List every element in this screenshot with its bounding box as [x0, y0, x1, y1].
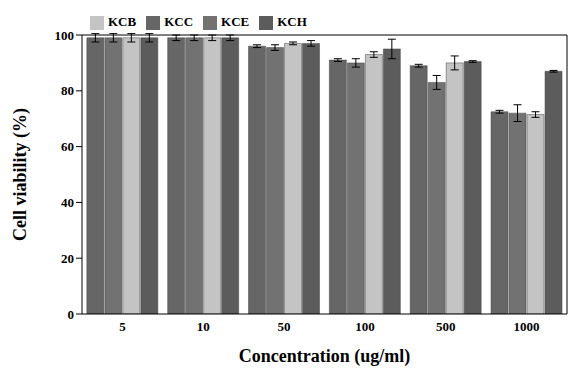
- html-text:KCH: KCH: [277, 14, 307, 29]
- svg-text:40: 40: [61, 195, 74, 210]
- svg-text:Cell viability (%): Cell viability (%): [10, 108, 31, 241]
- svg-text:0: 0: [68, 307, 75, 322]
- svg-text:1000: 1000: [514, 319, 540, 334]
- html-text:KCC: KCC: [164, 14, 194, 29]
- svg-text:10: 10: [197, 319, 210, 334]
- html-text:KCE: KCE: [221, 14, 250, 29]
- svg-text:100: 100: [355, 319, 375, 334]
- svg-text:20: 20: [61, 251, 74, 266]
- svg-text:100: 100: [55, 28, 75, 43]
- svg-text:5: 5: [119, 319, 126, 334]
- svg-text:50: 50: [278, 319, 291, 334]
- html-text:KCB: KCB: [108, 14, 137, 29]
- svg-text:Concentration (ug/ml): Concentration (ug/ml): [239, 346, 410, 367]
- svg-text:500: 500: [436, 319, 456, 334]
- svg-text:60: 60: [61, 139, 74, 154]
- svg-text:80: 80: [61, 83, 74, 98]
